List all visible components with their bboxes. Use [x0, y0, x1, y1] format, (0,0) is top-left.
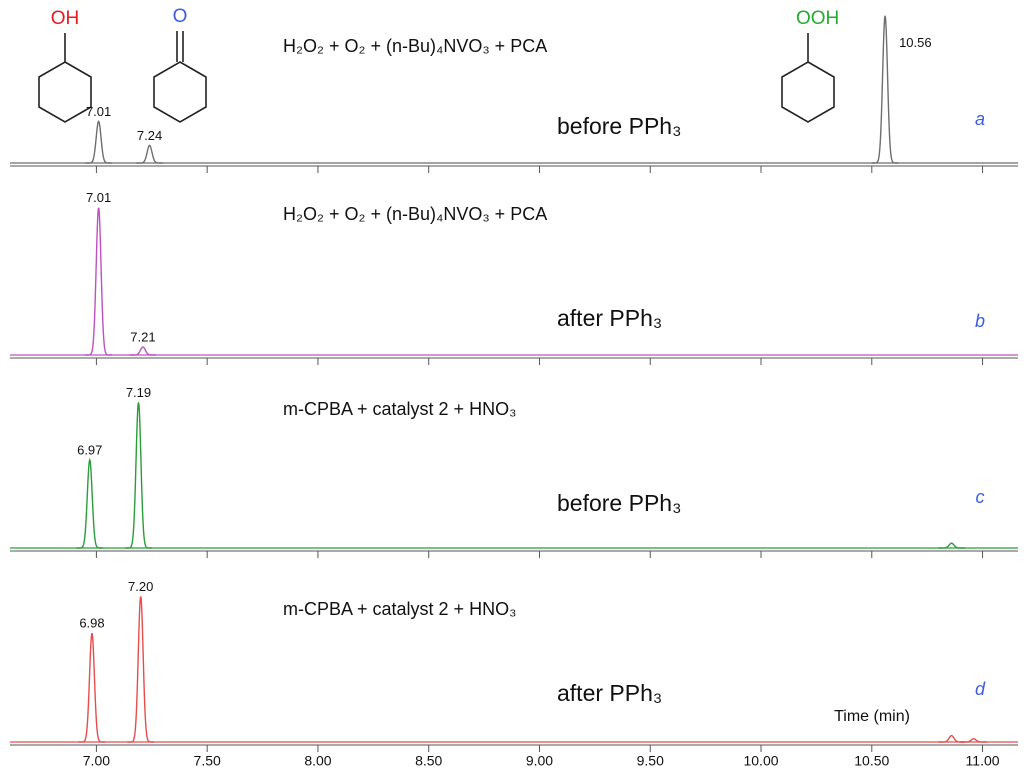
peak-label: 6.97 — [77, 442, 102, 457]
panel-subtitle: after PPh₃ — [557, 305, 662, 331]
panel-letter: a — [975, 109, 985, 129]
panel-letter: c — [976, 487, 985, 507]
x-tick-label: 9.00 — [526, 753, 553, 769]
x-tick-label: 10.00 — [743, 753, 778, 769]
molecules — [38, 31, 835, 123]
peak-label: 7.01 — [86, 104, 111, 119]
peak — [136, 144, 163, 164]
x-tick-label: 11.00 — [966, 753, 1000, 769]
peak — [125, 402, 152, 549]
peak — [85, 207, 112, 356]
x-tick-label: 7.00 — [83, 753, 110, 769]
panel-letter: d — [975, 679, 986, 699]
x-axis-label: Time (min) — [834, 708, 910, 725]
peak-label: 7.21 — [130, 329, 155, 344]
cyclohexanol-ring — [38, 61, 92, 123]
cyclohexanone-ring — [153, 61, 207, 123]
x-tick-label: 9.50 — [637, 753, 664, 769]
peak — [938, 542, 965, 549]
panel-title: m-CPBA + catalyst 2 + HNO₃ — [283, 399, 516, 419]
panel-title: m-CPBA + catalyst 2 + HNO₃ — [283, 599, 516, 619]
peak-label: 6.98 — [79, 616, 104, 631]
peak — [938, 734, 965, 743]
peak-label: 7.01 — [86, 190, 111, 205]
peak — [129, 346, 157, 356]
molecule-label: OOH — [796, 8, 839, 29]
peak — [78, 633, 106, 743]
hydroperoxide-ring — [781, 61, 835, 123]
peak — [960, 738, 987, 743]
peak — [76, 457, 104, 549]
peak-label: 7.24 — [137, 128, 162, 143]
panel-subtitle: after PPh₃ — [557, 680, 662, 706]
x-tick-label: 10.50 — [854, 753, 889, 769]
molecule-label: O — [173, 6, 188, 27]
peak — [871, 15, 899, 164]
x-tick-label: 8.50 — [415, 753, 442, 769]
panel-subtitle: before PPh₃ — [557, 113, 681, 139]
peak-label: 7.19 — [126, 385, 151, 400]
peak-label: 7.20 — [128, 579, 153, 594]
peak — [85, 120, 112, 164]
x-tick-label: 7.50 — [194, 753, 221, 769]
panel-title: H₂O₂ + O₂ + (n-Bu)₄NVO₃ + PCA — [283, 36, 547, 56]
peak-label: 10.56 — [899, 35, 932, 50]
panel-letter: b — [975, 311, 985, 331]
peak — [127, 596, 154, 743]
molecule-label: OH — [51, 8, 80, 29]
panel-title: H₂O₂ + O₂ + (n-Bu)₄NVO₃ + PCA — [283, 204, 547, 224]
x-tick-label: 8.00 — [304, 753, 331, 769]
panel-subtitle: before PPh₃ — [557, 490, 681, 516]
